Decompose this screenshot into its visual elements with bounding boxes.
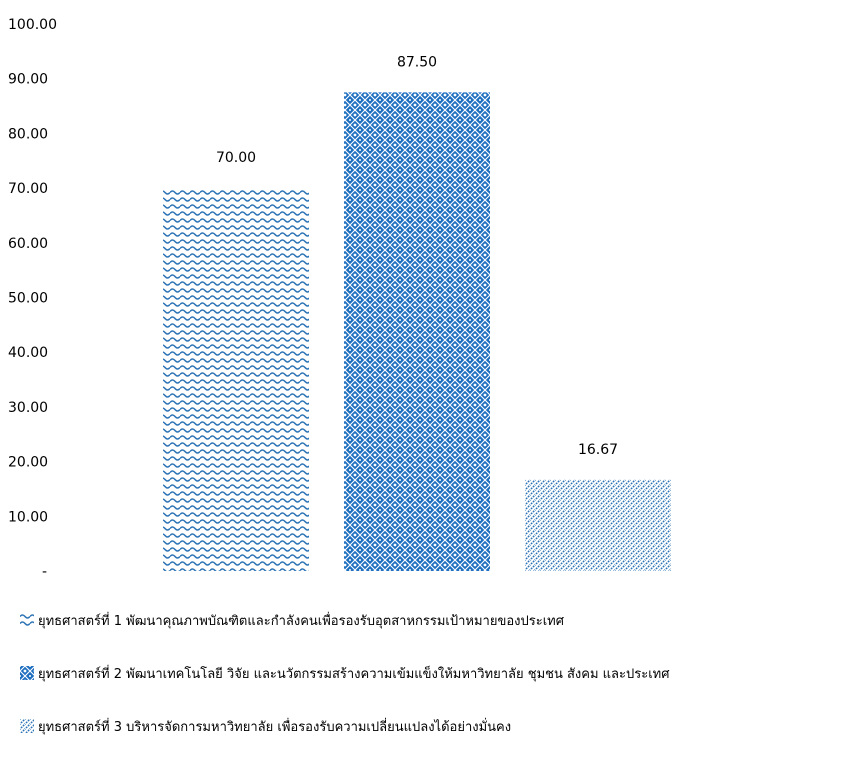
bars	[163, 92, 671, 571]
y-tick-label: -	[42, 564, 47, 580]
data-label-1: 70.00	[216, 150, 256, 166]
y-tick-label: 20.00	[8, 455, 48, 471]
legend-swatch-1	[20, 613, 34, 627]
bar-1	[163, 188, 309, 571]
y-tick-label: 10.00	[8, 509, 48, 525]
legend-item-3: ยุทธศาสตร์ที่ 3 บริหารจัดการมหาวิทยาลัย …	[20, 716, 850, 736]
legend-item-2: ยุทธศาสตร์ที่ 2 พัฒนาเทคโนโลยี วิจัย และ…	[20, 663, 850, 683]
data-label-2: 87.50	[397, 54, 437, 70]
y-tick-label: 70.00	[8, 181, 48, 197]
y-tick-label: 100.00	[8, 17, 57, 33]
legend: ยุทธศาสตร์ที่ 1 พัฒนาคุณภาพบัณฑิตและกำลั…	[20, 610, 850, 769]
y-tick-label: 80.00	[8, 126, 48, 142]
data-label-3: 16.67	[578, 442, 618, 458]
legend-label: ยุทธศาสตร์ที่ 1 พัฒนาคุณภาพบัณฑิตและกำลั…	[38, 613, 564, 629]
y-tick-label: 30.00	[8, 400, 48, 416]
data-labels: 70.00 87.50 16.67	[216, 54, 618, 457]
y-tick-label: 90.00	[8, 72, 48, 88]
legend-item-1: ยุทธศาสตร์ที่ 1 พัฒนาคุณภาพบัณฑิตและกำลั…	[20, 610, 850, 630]
legend-swatch-2	[20, 666, 34, 680]
y-axis: - 10.00 20.00 30.00 40.00 50.00 60.00 70.00 80.0…	[8, 17, 57, 580]
bar-2	[344, 92, 490, 571]
legend-label: ยุทธศาสตร์ที่ 2 พัฒนาเทคโนโลยี วิจัย และ…	[38, 666, 670, 682]
bar-3	[525, 479, 671, 571]
y-tick-label: 40.00	[8, 345, 48, 361]
y-tick-label: 50.00	[8, 291, 48, 307]
legend-swatch-3	[20, 719, 34, 733]
legend-label: ยุทธศาสตร์ที่ 3 บริหารจัดการมหาวิทยาลัย …	[38, 719, 512, 735]
bar-chart: - 10.00 20.00 30.00 40.00 50.00 60.00 70.00 80.0…	[8, 17, 671, 580]
y-tick-label: 60.00	[8, 236, 48, 252]
